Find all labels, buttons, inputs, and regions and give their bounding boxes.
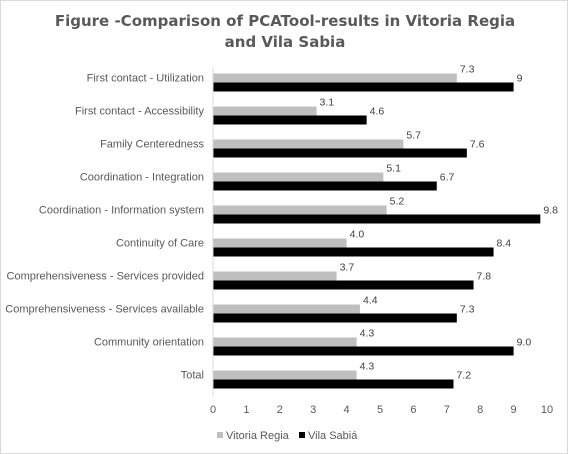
x-tick-label: 0 — [210, 404, 216, 416]
bar — [213, 337, 357, 347]
data-label: 8.4 — [497, 238, 512, 250]
bar — [213, 313, 457, 323]
category-label: Coordination - Integration — [80, 172, 204, 184]
bar — [213, 172, 384, 182]
category-label: Comprehensiveness - Services provided — [7, 271, 204, 283]
legend-label: Vitoria Regia — [226, 430, 290, 442]
data-label: 9.8 — [543, 205, 558, 217]
data-label: 5.7 — [406, 130, 421, 142]
category-label: Family Centeredness — [100, 139, 204, 151]
x-tick-label: 3 — [310, 404, 316, 416]
data-label: 7.2 — [456, 370, 471, 382]
legend-swatch — [299, 432, 305, 438]
category-label: Continuity of Care — [116, 238, 204, 250]
data-label: 4.3 — [360, 361, 375, 373]
data-label: 4.6 — [370, 106, 385, 118]
legend-swatch — [217, 432, 223, 438]
legend-label: Vila Sabiá — [308, 430, 358, 442]
data-label: 3.1 — [320, 97, 335, 109]
bar — [213, 379, 454, 389]
bar — [213, 106, 317, 116]
category-label: Coordination - Information system — [39, 205, 204, 217]
data-label: 7.6 — [470, 139, 485, 151]
data-label: 7.3 — [460, 64, 475, 76]
bar — [213, 370, 357, 380]
bar — [213, 139, 404, 149]
bar — [213, 247, 494, 257]
bar — [213, 304, 360, 314]
category-label: First contact - Utilization — [87, 73, 204, 85]
x-tick-label: 5 — [377, 404, 383, 416]
data-label: 3.7 — [340, 262, 355, 274]
data-label: 7.8 — [477, 271, 492, 283]
x-tick-label: 10 — [541, 404, 553, 416]
bar — [213, 82, 514, 92]
category-label: Total — [181, 370, 204, 382]
data-label: 4.0 — [350, 229, 365, 241]
bar — [213, 238, 347, 248]
bar — [213, 280, 474, 290]
x-tick-label: 4 — [344, 404, 350, 416]
bar — [213, 271, 337, 281]
category-label: First contact - Accessibility — [75, 106, 204, 118]
chart-title: Figure -Comparison of PCATool-results in… — [54, 12, 516, 51]
data-label: 4.4 — [363, 295, 378, 307]
bar — [213, 181, 437, 191]
x-tick-label: 8 — [477, 404, 483, 416]
x-tick-label: 1 — [243, 404, 249, 416]
bar — [213, 115, 367, 125]
bar — [213, 346, 514, 356]
x-tick-label: 2 — [277, 404, 283, 416]
data-label: 7.3 — [460, 304, 475, 316]
data-label: 5.2 — [390, 196, 405, 208]
category-label: Comprehensiveness - Services available — [5, 304, 204, 316]
data-label: 5.1 — [386, 163, 401, 175]
bar — [213, 214, 541, 224]
data-label: 9.0 — [517, 337, 532, 349]
bar — [213, 148, 467, 158]
x-tick-label: 6 — [410, 404, 416, 416]
bar — [213, 205, 387, 215]
data-label: 4.3 — [360, 328, 375, 340]
category-label: Community orientation — [94, 337, 204, 349]
data-label: 9 — [517, 73, 523, 85]
data-label: 6.7 — [440, 172, 455, 184]
x-tick-label: 9 — [511, 404, 517, 416]
x-tick-label: 7 — [444, 404, 450, 416]
bar — [213, 73, 457, 83]
